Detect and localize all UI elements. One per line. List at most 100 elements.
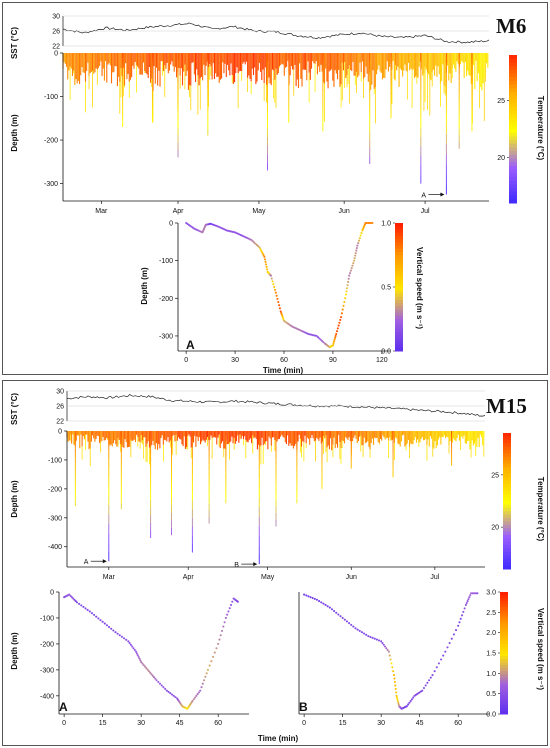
dive-y-tick-label: -300 xyxy=(48,515,62,522)
dive-sample-point xyxy=(383,645,387,648)
dive-sample-point xyxy=(369,635,372,639)
colorbar-segment xyxy=(503,548,511,553)
colorbar-segment xyxy=(509,55,517,60)
colorbar-segment xyxy=(503,467,511,471)
dive-sample-point xyxy=(266,268,269,271)
colorbar-segment xyxy=(395,335,403,339)
dive-sample-point xyxy=(337,613,340,616)
dive-sample-point xyxy=(396,698,399,701)
dive-sample-point xyxy=(462,610,465,613)
colorbar-segment xyxy=(500,686,508,691)
colorbar-segment xyxy=(500,646,508,651)
inset-y-tick-label: 0 xyxy=(169,221,173,228)
dive-ylabel-m15: Depth (m) xyxy=(10,480,19,518)
dive-y-tick-label: -300 xyxy=(44,181,58,188)
dive-sample-point xyxy=(450,637,453,640)
dive-x-tick-label: Jul xyxy=(421,208,430,215)
colorbar-segment xyxy=(509,195,517,200)
dive-sample-point xyxy=(273,288,277,291)
dive-sample-point xyxy=(125,638,128,641)
dive-sample-point xyxy=(200,686,203,689)
arrow-head xyxy=(102,559,107,564)
inset-x-tick-label: 60 xyxy=(214,720,222,727)
inset-y-tick-label: -400 xyxy=(40,693,54,700)
dive-sample-point xyxy=(222,625,225,628)
dive-x-tick-label: May xyxy=(252,208,266,215)
dive-sample-point xyxy=(95,615,98,618)
dive-sample-point xyxy=(220,629,224,632)
colorbar-tick-label: 0.5 xyxy=(381,285,391,292)
sst-axis-m15: 30 26 22 xyxy=(56,389,485,426)
dive-sample-point xyxy=(141,662,144,665)
colorbar-segment xyxy=(509,121,517,126)
colorbar-segment xyxy=(500,680,508,684)
colorbar-segment xyxy=(500,704,508,709)
dive-sample-point xyxy=(394,684,397,687)
dive-sample-point xyxy=(387,650,390,653)
colorbar-segment xyxy=(395,229,403,234)
dive-sample-point xyxy=(131,645,134,648)
colorbar-segment xyxy=(395,235,403,240)
dive-sample-point xyxy=(375,638,378,641)
dive-sample-point xyxy=(397,703,400,706)
colorbar-segment xyxy=(395,248,403,253)
dive-sample-point xyxy=(360,631,363,634)
dive-y-tick-label: -400 xyxy=(48,544,62,551)
colorbar-segment xyxy=(395,290,403,294)
dive-sample-point xyxy=(335,333,338,336)
colorbar-segment xyxy=(500,701,508,706)
dive-sample-point xyxy=(264,260,267,263)
dive-sample-point xyxy=(343,301,346,304)
dive-sample-point xyxy=(271,280,274,283)
colorbar-segment xyxy=(509,169,517,174)
dive-sample-point xyxy=(150,673,153,676)
inset-y-tick-label: -200 xyxy=(40,641,54,648)
dive-sample-point xyxy=(321,339,324,343)
colorbar-segment xyxy=(500,698,508,703)
inset-x-tick-label: 60 xyxy=(454,720,462,727)
dive-sample-point xyxy=(433,670,436,673)
colorbar-tick-label: 1.0 xyxy=(381,221,391,228)
dive-sample-point xyxy=(116,632,119,635)
dive-sample-point xyxy=(128,641,131,645)
dive-sample-point xyxy=(354,254,357,257)
dive-sample-point xyxy=(263,255,266,258)
dive-sample-point xyxy=(459,617,462,620)
dive-sample-point xyxy=(278,307,281,310)
dive-sample-point xyxy=(276,297,279,300)
colorbar-segment xyxy=(503,446,511,451)
colorbar-segment xyxy=(395,261,403,266)
dive-sample-point xyxy=(260,251,264,254)
dive-sample-point xyxy=(377,639,381,642)
dive-sample-point xyxy=(253,241,256,244)
dive-x-tick-label: Mar xyxy=(95,208,108,215)
colorbar-segment xyxy=(500,671,508,675)
colorbar-segment xyxy=(395,283,403,288)
dive-sample-point xyxy=(442,654,445,657)
dive-sample-point xyxy=(328,606,331,609)
colorbar-segment xyxy=(500,689,508,694)
dive-sample-point xyxy=(259,247,262,251)
dive-sample-point xyxy=(170,693,174,696)
panel-label-m6: M6 xyxy=(496,14,526,38)
dive-sample-point xyxy=(73,598,76,601)
dive-sample-point xyxy=(467,598,470,601)
dive-sample-point xyxy=(355,249,358,252)
dive-sample-point xyxy=(68,593,71,596)
dive-y-tick-label: 0 xyxy=(54,51,58,58)
colorbar-segment xyxy=(509,62,517,67)
dive-sample-point xyxy=(392,670,395,673)
dive-sample-point xyxy=(260,249,263,252)
dive-sample-point xyxy=(357,239,361,242)
colorbar-segment xyxy=(503,565,511,570)
dive-sample-point xyxy=(114,631,117,634)
dive-y-tick-label: -100 xyxy=(48,457,62,464)
inset-y-tick-label: -300 xyxy=(40,667,54,674)
dive-sample-point xyxy=(120,635,123,638)
colorbar-segment xyxy=(500,656,508,660)
dive-sample-point xyxy=(265,265,268,268)
colorbar-segment xyxy=(500,695,508,700)
colorbar-segment xyxy=(395,277,403,282)
dive-x-tick-label: Jun xyxy=(346,574,357,581)
colorbar-segment xyxy=(503,535,511,539)
